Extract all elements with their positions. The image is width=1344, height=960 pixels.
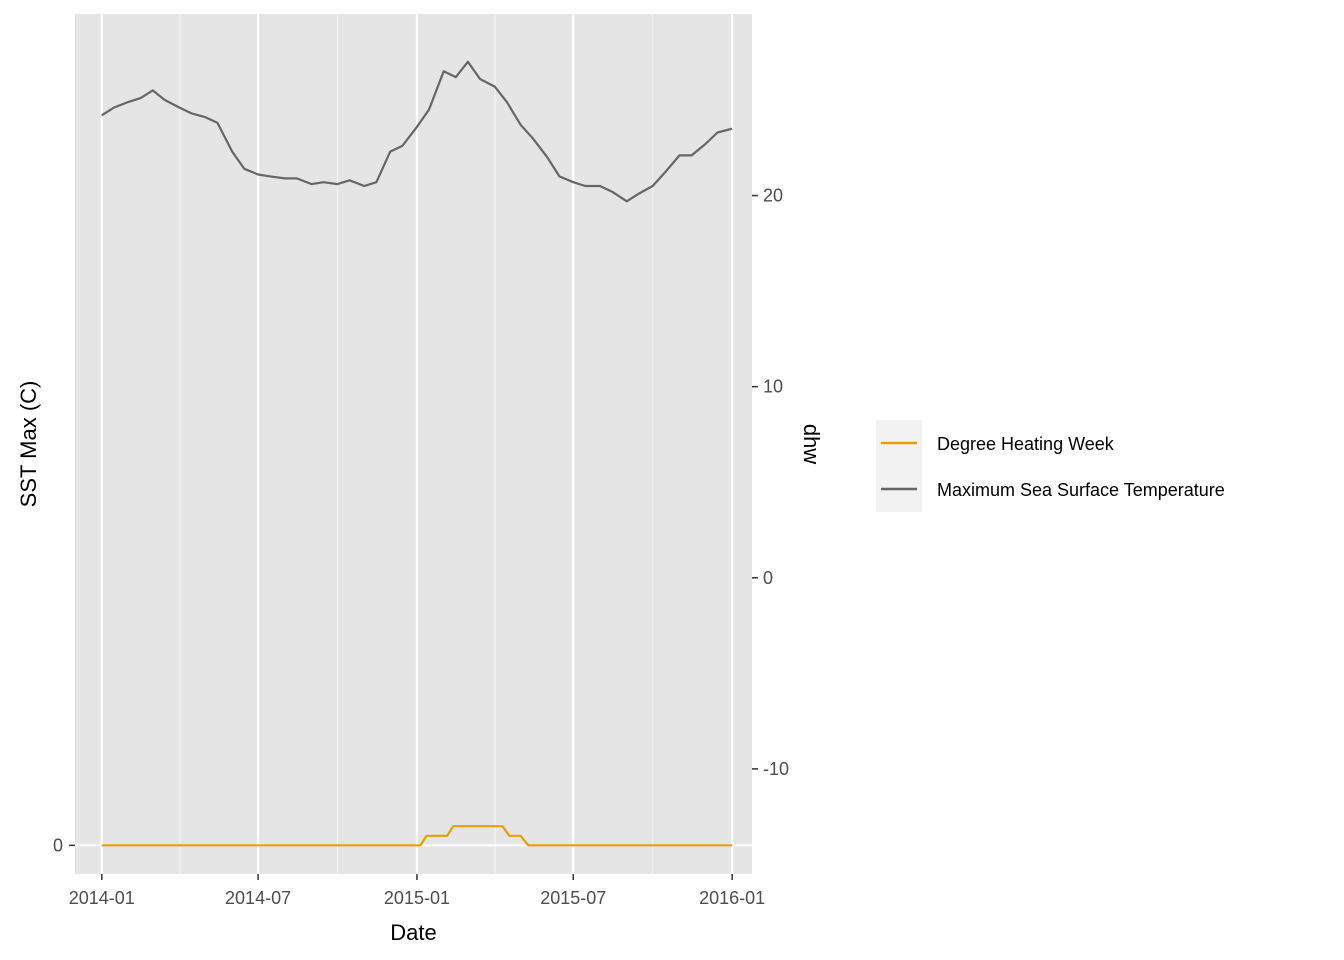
x-axis: 2014-01 2014-07 2015-01 2015-07 2016-01: [69, 874, 765, 908]
degree-heating-week-line: [101, 825, 733, 847]
legend: Degree Heating Week Maximum Sea Surface T…: [876, 420, 1225, 512]
right-axis-tick-label: 10: [763, 377, 783, 397]
x-axis-title: Date: [390, 920, 436, 945]
x-axis-tick-label: 2015-07: [540, 888, 606, 908]
right-y-axis-title: dhw: [799, 424, 824, 464]
left-axis: 0: [53, 835, 75, 855]
x-axis-tick-label: 2016-01: [699, 888, 765, 908]
x-axis-tick-label: 2014-07: [225, 888, 291, 908]
series-lines: [101, 60, 733, 847]
right-axis: 20 10 0 -10: [752, 186, 789, 779]
left-axis-tick-label: 0: [53, 835, 63, 855]
right-axis-tick-label: 20: [763, 186, 783, 206]
left-y-axis-title: SST Max (C): [16, 381, 41, 508]
x-axis-tick-label: 2014-01: [69, 888, 135, 908]
maximum-sea-surface-temperature-line: [101, 60, 733, 203]
plot-panel: [75, 14, 752, 874]
legend-label: Maximum Sea Surface Temperature: [937, 480, 1225, 500]
right-axis-tick-label: -10: [763, 759, 789, 779]
legend-label: Degree Heating Week: [937, 434, 1115, 454]
right-axis-tick-label: 0: [763, 568, 773, 588]
x-axis-tick-label: 2015-01: [384, 888, 450, 908]
